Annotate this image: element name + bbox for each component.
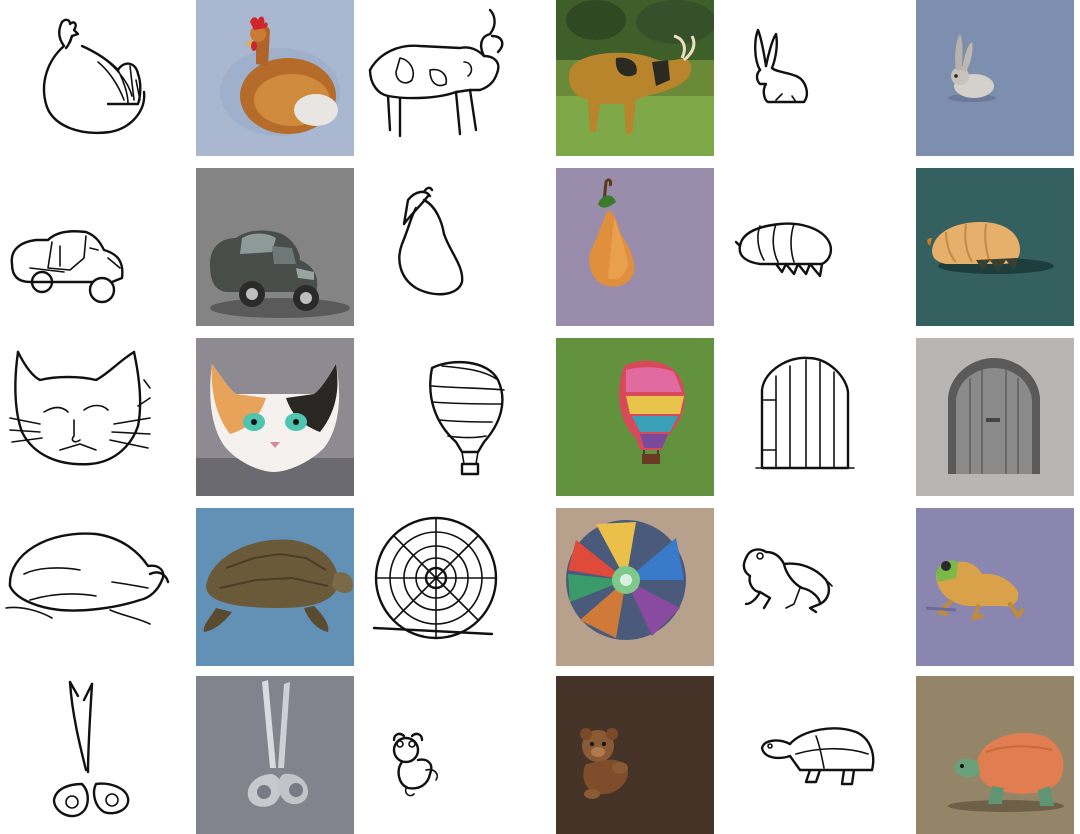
tortoise-sketch <box>720 674 900 834</box>
turtle-photo <box>196 508 354 666</box>
armadillo-photo <box>916 168 1074 326</box>
cat-photo <box>196 338 354 496</box>
chicken-photo <box>196 0 354 156</box>
rabbit-photo <box>916 0 1074 156</box>
scissors-photo <box>196 676 354 834</box>
frog-photo <box>916 508 1074 666</box>
car-photo <box>196 168 354 326</box>
scissors-sketch <box>0 674 180 834</box>
frog-sketch <box>720 508 900 668</box>
tortoise-photo <box>916 676 1074 834</box>
car-sketch <box>0 170 180 330</box>
door-photo <box>916 338 1074 496</box>
chicken-sketch <box>0 0 180 160</box>
fan-sketch <box>360 508 540 668</box>
hot-air-balloon-sketch <box>360 340 540 500</box>
fan-photo <box>556 508 714 666</box>
armadillo-sketch <box>720 170 900 330</box>
cow-photo <box>556 0 714 156</box>
pear-sketch <box>360 170 540 330</box>
teddy-bear-sketch <box>360 674 540 834</box>
hot-air-balloon-photo <box>556 338 714 496</box>
turtle-sketch <box>0 508 180 668</box>
pear-photo <box>556 168 714 326</box>
rabbit-sketch <box>720 0 900 160</box>
door-sketch <box>720 340 900 500</box>
cow-sketch <box>360 0 540 160</box>
teddy-bear-photo <box>556 676 714 834</box>
cat-sketch <box>0 340 180 500</box>
